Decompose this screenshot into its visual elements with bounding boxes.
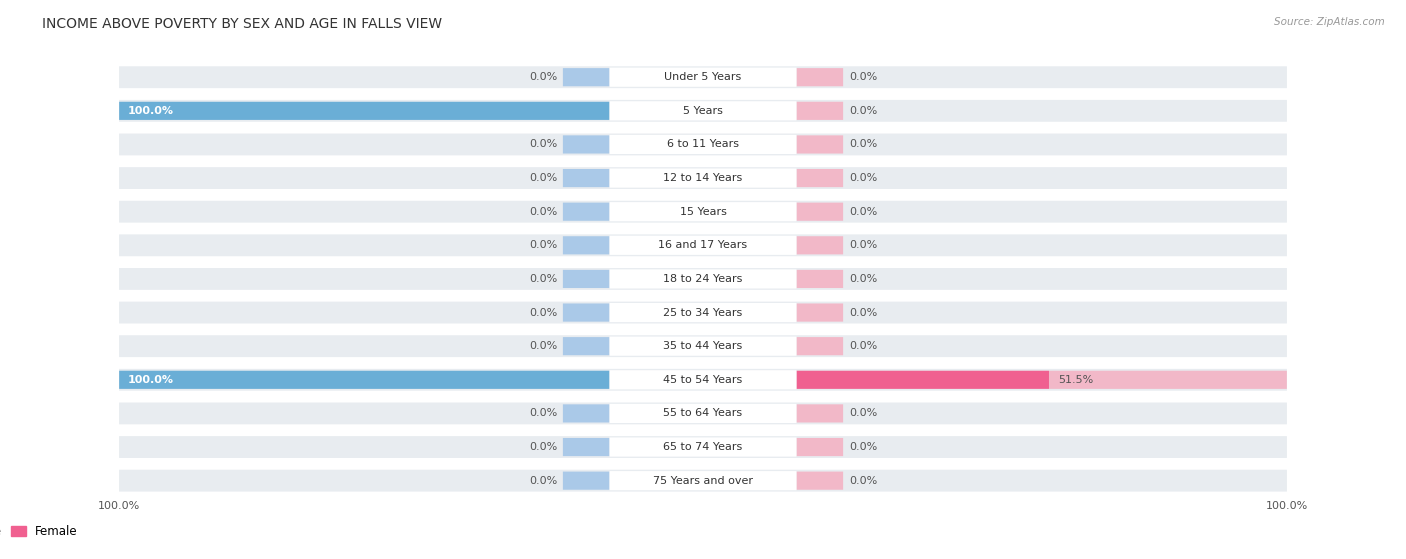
FancyBboxPatch shape (796, 404, 844, 423)
Text: 0.0%: 0.0% (529, 341, 557, 351)
Text: 0.0%: 0.0% (529, 173, 557, 183)
Text: 0.0%: 0.0% (529, 274, 557, 284)
Text: INCOME ABOVE POVERTY BY SEX AND AGE IN FALLS VIEW: INCOME ABOVE POVERTY BY SEX AND AGE IN F… (42, 17, 443, 31)
FancyBboxPatch shape (796, 169, 844, 187)
Text: 0.0%: 0.0% (849, 173, 877, 183)
FancyBboxPatch shape (562, 236, 610, 254)
Text: 18 to 24 Years: 18 to 24 Years (664, 274, 742, 284)
Text: 0.0%: 0.0% (529, 442, 557, 452)
FancyBboxPatch shape (609, 303, 797, 322)
FancyBboxPatch shape (562, 472, 610, 490)
Text: 100.0%: 100.0% (128, 375, 174, 385)
Text: 0.0%: 0.0% (849, 139, 877, 149)
Text: 0.0%: 0.0% (529, 307, 557, 318)
FancyBboxPatch shape (120, 102, 610, 120)
FancyBboxPatch shape (796, 135, 844, 154)
FancyBboxPatch shape (120, 67, 1286, 88)
FancyBboxPatch shape (120, 234, 1286, 256)
Text: 100.0%: 100.0% (98, 501, 141, 511)
FancyBboxPatch shape (796, 304, 844, 321)
FancyBboxPatch shape (120, 100, 1286, 122)
Text: 12 to 14 Years: 12 to 14 Years (664, 173, 742, 183)
Text: 0.0%: 0.0% (529, 409, 557, 419)
FancyBboxPatch shape (1049, 371, 1286, 389)
FancyBboxPatch shape (562, 337, 610, 356)
FancyBboxPatch shape (609, 438, 797, 457)
FancyBboxPatch shape (796, 202, 844, 221)
Text: 16 and 17 Years: 16 and 17 Years (658, 240, 748, 250)
FancyBboxPatch shape (120, 402, 1286, 424)
FancyBboxPatch shape (562, 304, 610, 321)
Text: Under 5 Years: Under 5 Years (665, 72, 741, 82)
FancyBboxPatch shape (796, 270, 844, 288)
Text: 0.0%: 0.0% (529, 207, 557, 217)
FancyBboxPatch shape (120, 134, 1286, 155)
Text: 45 to 54 Years: 45 to 54 Years (664, 375, 742, 385)
FancyBboxPatch shape (120, 369, 1286, 391)
FancyBboxPatch shape (796, 371, 1049, 389)
FancyBboxPatch shape (120, 470, 1286, 491)
FancyBboxPatch shape (609, 101, 797, 120)
FancyBboxPatch shape (609, 168, 797, 188)
Text: 0.0%: 0.0% (529, 476, 557, 486)
FancyBboxPatch shape (796, 472, 844, 490)
Text: 35 to 44 Years: 35 to 44 Years (664, 341, 742, 351)
FancyBboxPatch shape (120, 268, 1286, 290)
FancyBboxPatch shape (562, 270, 610, 288)
Text: 0.0%: 0.0% (849, 106, 877, 116)
Text: 55 to 64 Years: 55 to 64 Years (664, 409, 742, 419)
FancyBboxPatch shape (562, 135, 610, 154)
Text: 0.0%: 0.0% (529, 72, 557, 82)
FancyBboxPatch shape (609, 236, 797, 255)
FancyBboxPatch shape (562, 169, 610, 187)
Text: Source: ZipAtlas.com: Source: ZipAtlas.com (1274, 17, 1385, 27)
FancyBboxPatch shape (609, 471, 797, 490)
Text: 0.0%: 0.0% (849, 72, 877, 82)
Text: 0.0%: 0.0% (849, 442, 877, 452)
FancyBboxPatch shape (796, 337, 844, 356)
Text: 0.0%: 0.0% (849, 409, 877, 419)
FancyBboxPatch shape (609, 202, 797, 221)
Text: 0.0%: 0.0% (849, 240, 877, 250)
FancyBboxPatch shape (120, 302, 1286, 324)
Text: 6 to 11 Years: 6 to 11 Years (666, 139, 740, 149)
Text: 5 Years: 5 Years (683, 106, 723, 116)
FancyBboxPatch shape (609, 135, 797, 154)
FancyBboxPatch shape (120, 201, 1286, 222)
FancyBboxPatch shape (120, 436, 1286, 458)
Text: 25 to 34 Years: 25 to 34 Years (664, 307, 742, 318)
Text: 0.0%: 0.0% (849, 207, 877, 217)
FancyBboxPatch shape (609, 370, 797, 390)
Text: 0.0%: 0.0% (529, 240, 557, 250)
Text: 65 to 74 Years: 65 to 74 Years (664, 442, 742, 452)
Legend: Male, Female: Male, Female (0, 521, 83, 543)
FancyBboxPatch shape (562, 68, 610, 86)
Text: 75 Years and over: 75 Years and over (652, 476, 754, 486)
FancyBboxPatch shape (796, 102, 844, 120)
FancyBboxPatch shape (609, 404, 797, 423)
FancyBboxPatch shape (796, 68, 844, 86)
Text: 0.0%: 0.0% (849, 274, 877, 284)
Text: 0.0%: 0.0% (529, 139, 557, 149)
Text: 51.5%: 51.5% (1057, 375, 1092, 385)
Text: 15 Years: 15 Years (679, 207, 727, 217)
FancyBboxPatch shape (562, 438, 610, 456)
FancyBboxPatch shape (609, 269, 797, 288)
FancyBboxPatch shape (562, 202, 610, 221)
FancyBboxPatch shape (120, 167, 1286, 189)
FancyBboxPatch shape (609, 337, 797, 356)
FancyBboxPatch shape (796, 236, 844, 254)
FancyBboxPatch shape (796, 438, 844, 456)
FancyBboxPatch shape (120, 371, 610, 389)
Text: 0.0%: 0.0% (849, 341, 877, 351)
FancyBboxPatch shape (562, 404, 610, 423)
Text: 100.0%: 100.0% (1265, 501, 1308, 511)
FancyBboxPatch shape (609, 68, 797, 87)
FancyBboxPatch shape (120, 335, 1286, 357)
Text: 0.0%: 0.0% (849, 307, 877, 318)
Text: 0.0%: 0.0% (849, 476, 877, 486)
Text: 100.0%: 100.0% (128, 106, 174, 116)
